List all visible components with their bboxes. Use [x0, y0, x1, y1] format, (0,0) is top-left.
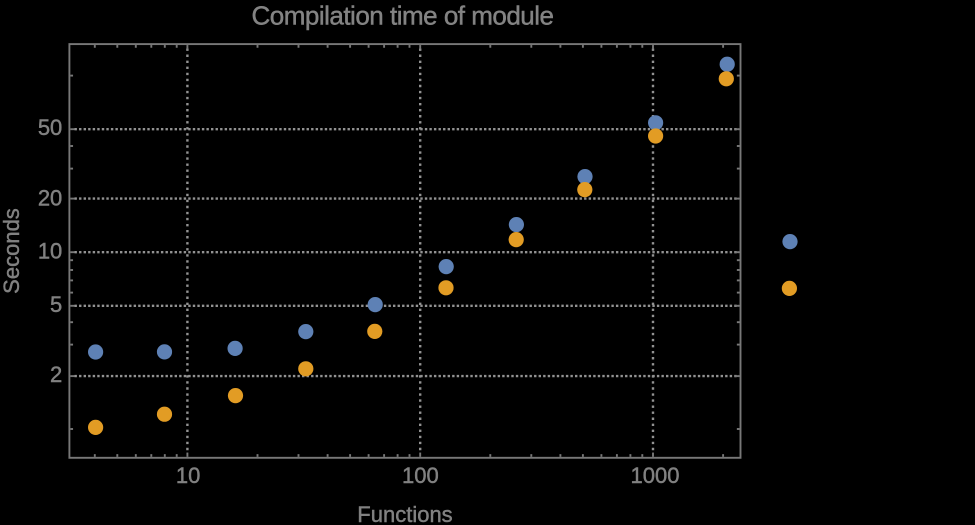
svg-text:50: 50 [38, 115, 62, 140]
svg-text:1000: 1000 [631, 463, 680, 488]
svg-text:Seconds: Seconds [0, 208, 24, 294]
svg-text:5: 5 [50, 292, 62, 317]
svg-text:Functions: Functions [357, 502, 452, 525]
svg-text:10: 10 [38, 239, 62, 264]
svg-text:10: 10 [176, 463, 200, 488]
svg-text:2: 2 [50, 362, 62, 387]
svg-text:100: 100 [402, 463, 439, 488]
svg-text:Compilation time of module: Compilation time of module [251, 1, 553, 31]
svg-text:20: 20 [38, 186, 62, 211]
